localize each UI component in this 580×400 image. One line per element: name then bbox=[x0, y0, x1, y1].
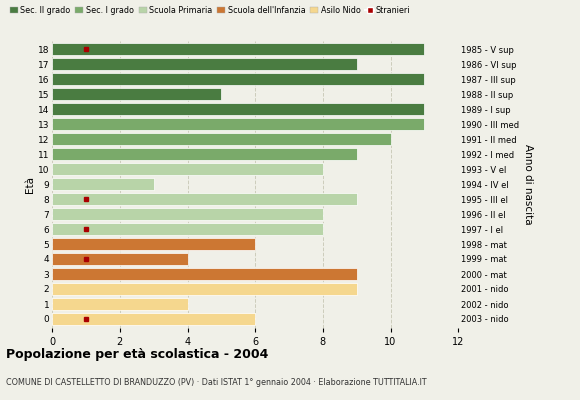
Bar bbox=[52, 178, 154, 190]
Text: Popolazione per età scolastica - 2004: Popolazione per età scolastica - 2004 bbox=[6, 348, 268, 361]
Bar bbox=[52, 148, 357, 160]
Bar bbox=[52, 313, 255, 325]
Y-axis label: Anno di nascita: Anno di nascita bbox=[523, 144, 533, 224]
Bar bbox=[52, 193, 357, 205]
Bar bbox=[52, 163, 323, 175]
Bar bbox=[52, 238, 255, 250]
Legend: Sec. II grado, Sec. I grado, Scuola Primaria, Scuola dell'Infanzia, Asilo Nido, : Sec. II grado, Sec. I grado, Scuola Prim… bbox=[10, 6, 411, 15]
Bar bbox=[52, 253, 187, 265]
Bar bbox=[52, 43, 425, 55]
Bar bbox=[52, 298, 187, 310]
Bar bbox=[52, 223, 323, 235]
Bar bbox=[52, 118, 425, 130]
Bar bbox=[52, 208, 323, 220]
Bar bbox=[52, 268, 357, 280]
Bar bbox=[52, 133, 390, 145]
Y-axis label: Età: Età bbox=[25, 176, 35, 192]
Bar bbox=[52, 283, 357, 295]
Bar bbox=[52, 88, 222, 100]
Bar bbox=[52, 103, 425, 115]
Text: COMUNE DI CASTELLETTO DI BRANDUZZO (PV) · Dati ISTAT 1° gennaio 2004 · Elaborazi: COMUNE DI CASTELLETTO DI BRANDUZZO (PV) … bbox=[6, 378, 426, 387]
Bar bbox=[52, 58, 357, 70]
Bar bbox=[52, 73, 425, 85]
